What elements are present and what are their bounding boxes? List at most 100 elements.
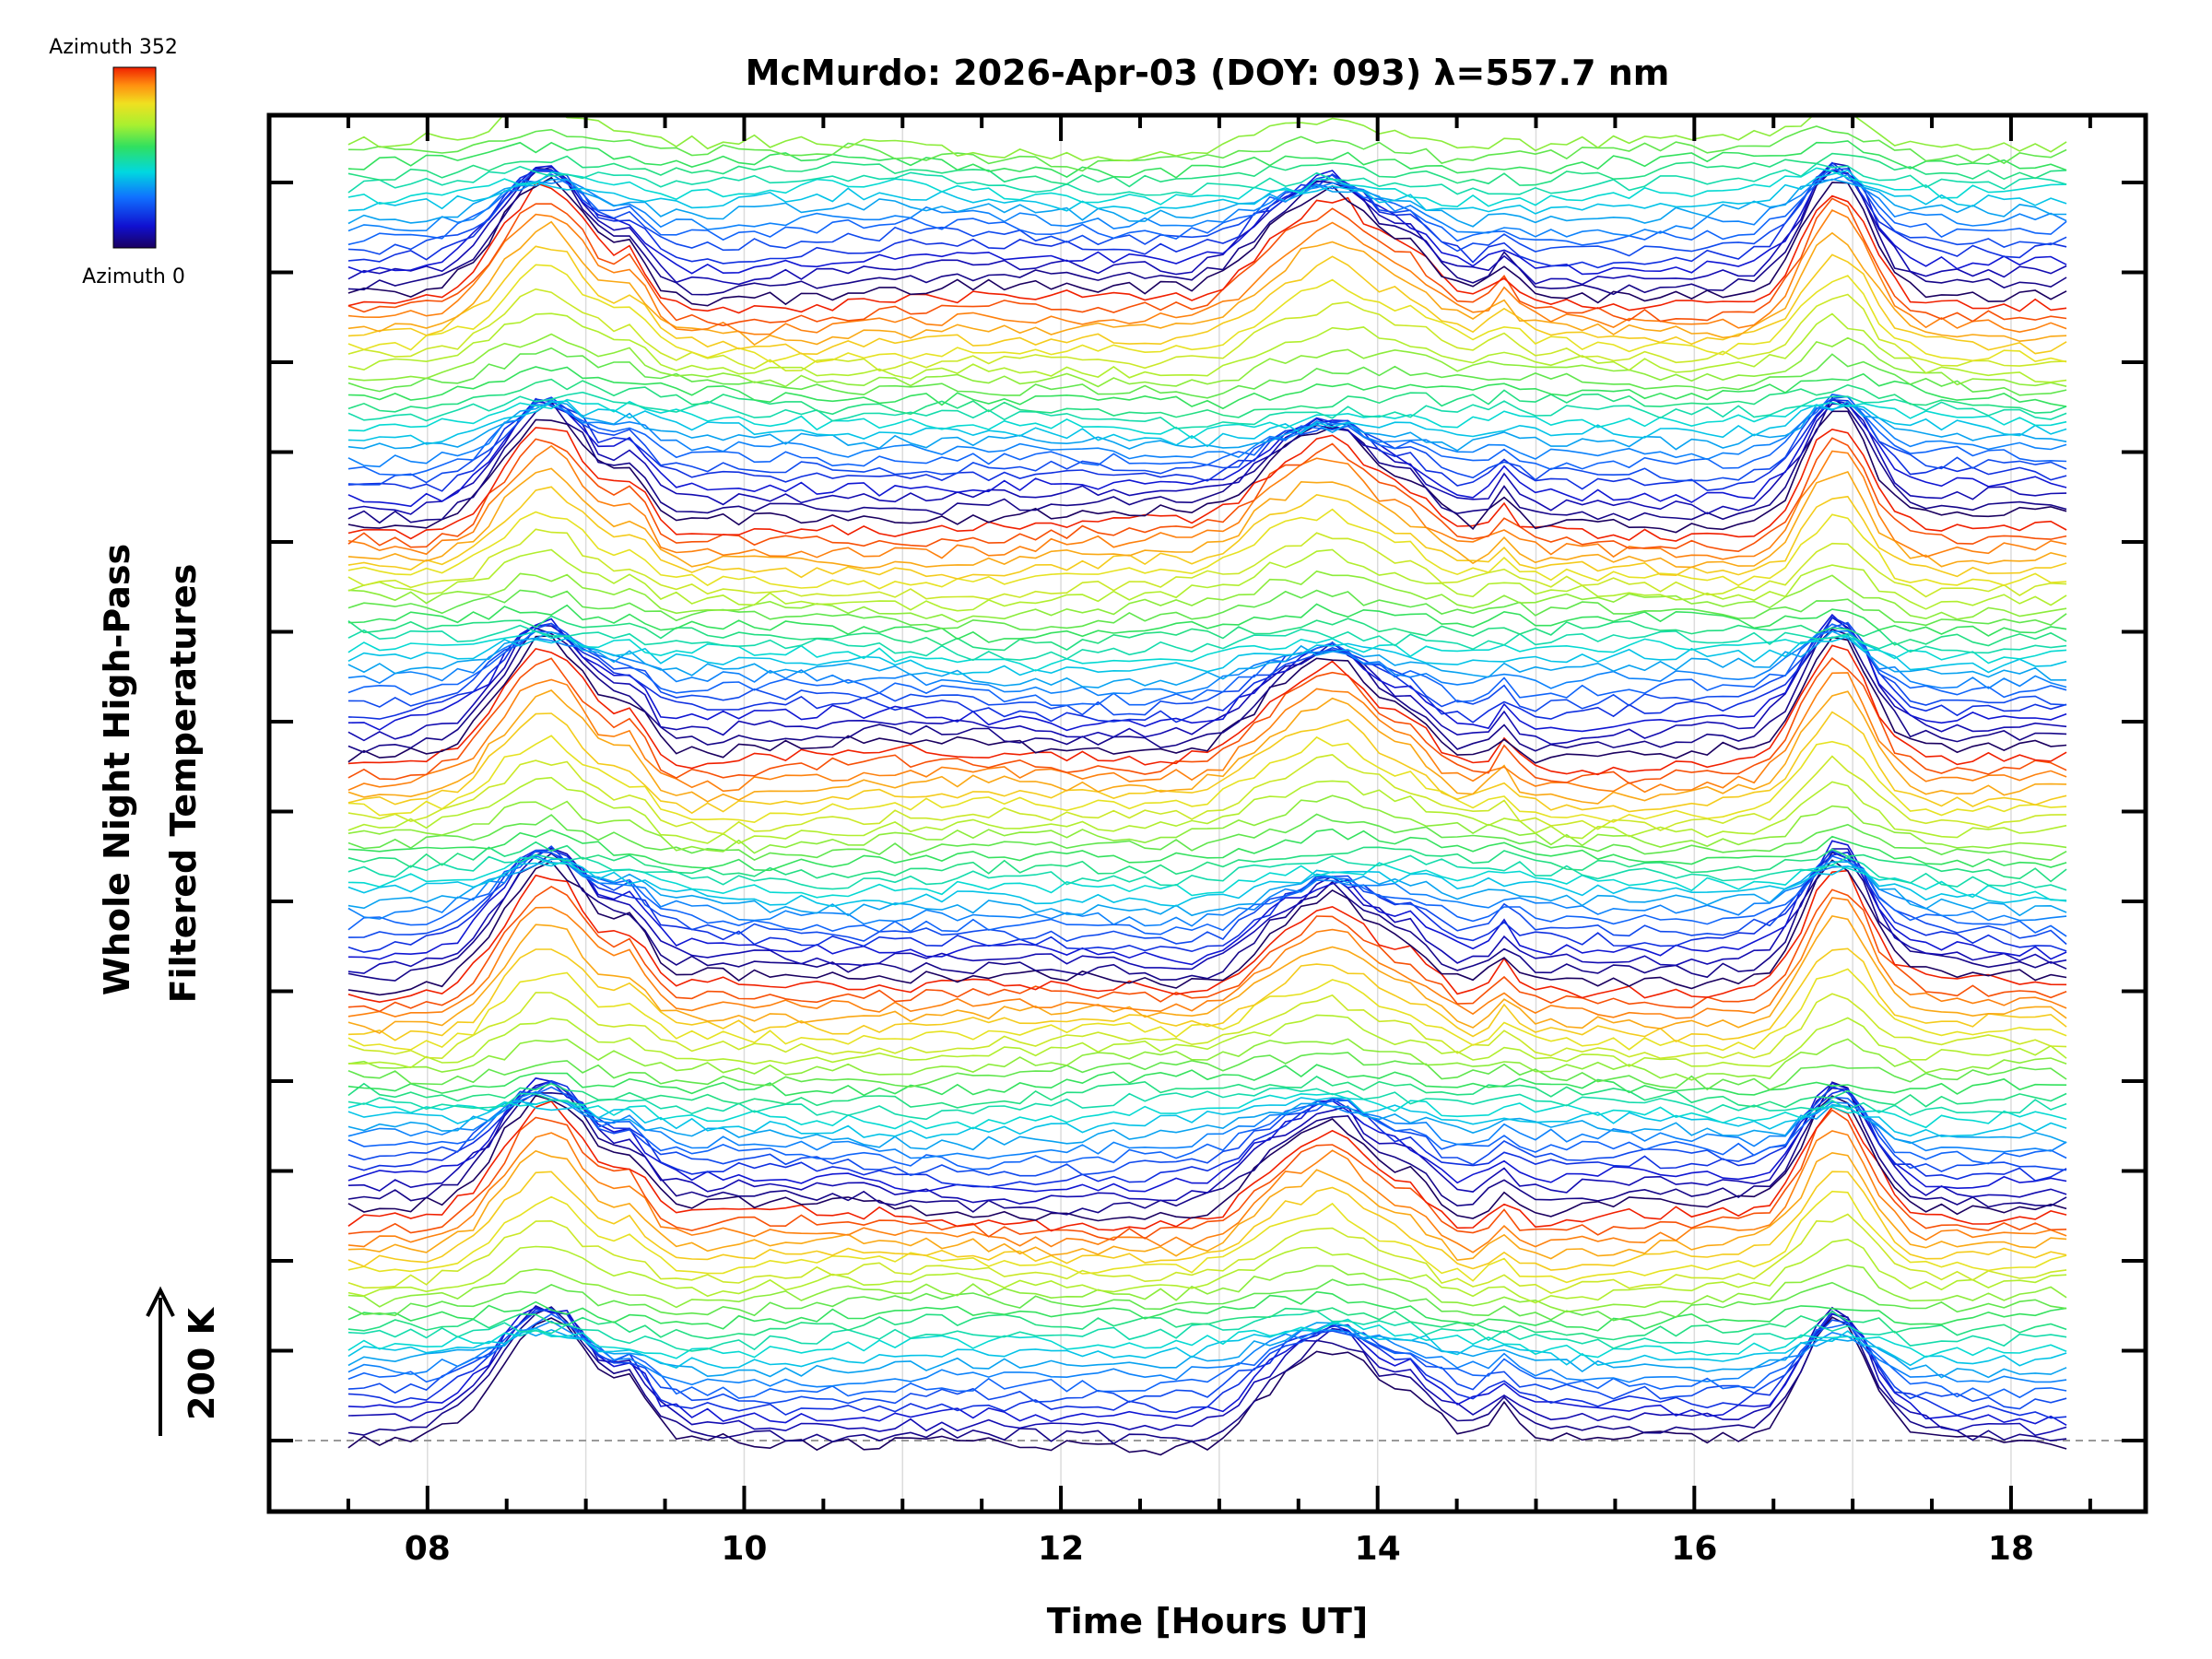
axis-ticks	[269, 115, 2146, 1512]
x-tick-label: 18	[1988, 1530, 2034, 1568]
trace-line	[347, 398, 2067, 492]
trace-line	[347, 264, 2067, 363]
trace-line	[347, 486, 2067, 580]
trace-line	[347, 1312, 2067, 1399]
trace-line	[347, 167, 2067, 296]
plot-frame	[266, 112, 2148, 1514]
trace-line	[347, 400, 2067, 452]
trace-line	[347, 845, 2067, 946]
trace-line	[347, 672, 2067, 794]
trace-line	[347, 613, 2067, 733]
x-tick-labels: 08 10 12 14 16 18	[405, 1530, 2034, 1568]
trace-line	[347, 992, 2067, 1060]
colorbar-gradient	[112, 66, 157, 249]
trace-line	[347, 396, 2067, 524]
trace-line	[347, 140, 2067, 179]
trace-line	[347, 245, 2067, 356]
trace-line	[347, 897, 2067, 1019]
trace-line	[347, 857, 2067, 917]
trace-line	[347, 885, 2067, 1013]
trace-line	[347, 1100, 2067, 1232]
trace-line	[347, 570, 2067, 623]
trace-line	[347, 1080, 2067, 1205]
trace-line	[347, 621, 2067, 716]
colorbar-top-label: Azimuth 352	[49, 36, 178, 59]
trace-line	[347, 1130, 2067, 1253]
trace-line	[347, 444, 2067, 560]
trace-line	[347, 603, 2067, 643]
trace-line	[347, 1014, 2067, 1069]
trace-line	[347, 968, 2067, 1052]
scale-indicator: 200 K	[146, 1286, 222, 1436]
trace-line	[347, 163, 2067, 246]
trace-line	[347, 548, 2067, 612]
trace-line	[347, 1076, 2067, 1109]
trace-line	[347, 1090, 2067, 1159]
trace-line	[347, 635, 2067, 677]
trace-line	[347, 176, 2067, 307]
trace-line	[347, 1052, 2067, 1091]
trace-line	[347, 167, 2067, 208]
trace-line	[347, 162, 2067, 286]
trace-line	[347, 1149, 2067, 1262]
trace-line	[347, 178, 2067, 228]
trace-line	[347, 644, 2067, 776]
trace-line	[347, 467, 2067, 570]
y-axis-label-line1: Whole Night High-Pass	[97, 544, 137, 995]
trace-line	[347, 528, 2067, 601]
trace-line	[347, 629, 2067, 688]
trace-line	[347, 635, 2067, 764]
trace-line	[347, 1316, 2067, 1456]
trace-line	[347, 1097, 2067, 1139]
trace-line	[347, 115, 2067, 162]
trace-line	[347, 1064, 2067, 1097]
trace-line	[347, 851, 2067, 982]
trace-line	[347, 915, 2067, 1034]
trace-line	[347, 1087, 2067, 1121]
x-tick-label: 12	[1038, 1530, 1084, 1568]
trace-line	[347, 947, 2067, 1043]
trace-line	[347, 1322, 2067, 1379]
trace-line	[347, 841, 2067, 883]
chart-title: McMurdo: 2026-Apr-03 (DOY: 093) λ=557.7 …	[746, 53, 1670, 93]
trace-line	[347, 754, 2067, 835]
trace-line	[347, 1307, 2067, 1410]
trace-line	[347, 1099, 2067, 1151]
trace-line	[347, 624, 2067, 662]
trace-line	[347, 629, 2067, 672]
trace-line	[347, 850, 2067, 937]
trace-line	[347, 437, 2067, 553]
scale-label: 200 K	[182, 1306, 222, 1420]
trace-line	[347, 1307, 2067, 1341]
trace-line	[347, 1077, 2067, 1193]
trace-line	[347, 161, 2067, 269]
trace-line	[347, 615, 2067, 652]
x-tick-label: 16	[1671, 1530, 1717, 1568]
x-tick-label: 14	[1355, 1530, 1401, 1568]
trace-line	[347, 347, 2067, 399]
trace-line	[347, 776, 2067, 845]
trace-line	[347, 1308, 2067, 1419]
trace-line	[347, 333, 2067, 388]
trace-line	[347, 735, 2067, 824]
trace-line	[347, 1094, 2067, 1222]
trace-line	[347, 208, 2067, 335]
trace-line	[347, 378, 2067, 418]
trace-line	[347, 1213, 2067, 1294]
trace-line	[347, 589, 2067, 631]
scale-arrow-head	[146, 1286, 175, 1317]
trace-line	[347, 854, 2067, 927]
trace-line	[347, 410, 2067, 534]
x-tick-label: 08	[405, 1530, 451, 1568]
trace-line	[347, 288, 2067, 372]
trace-line	[347, 853, 2067, 891]
x-axis-label: Time [Hours UT]	[1047, 1601, 1369, 1641]
x-tick-label: 10	[721, 1530, 767, 1568]
trace-line	[347, 1238, 2067, 1304]
trace-line	[347, 125, 2067, 172]
trace-line	[347, 616, 2067, 724]
trace-line	[347, 629, 2067, 697]
trace-line	[347, 427, 2067, 542]
trace-line	[347, 1305, 2067, 1437]
